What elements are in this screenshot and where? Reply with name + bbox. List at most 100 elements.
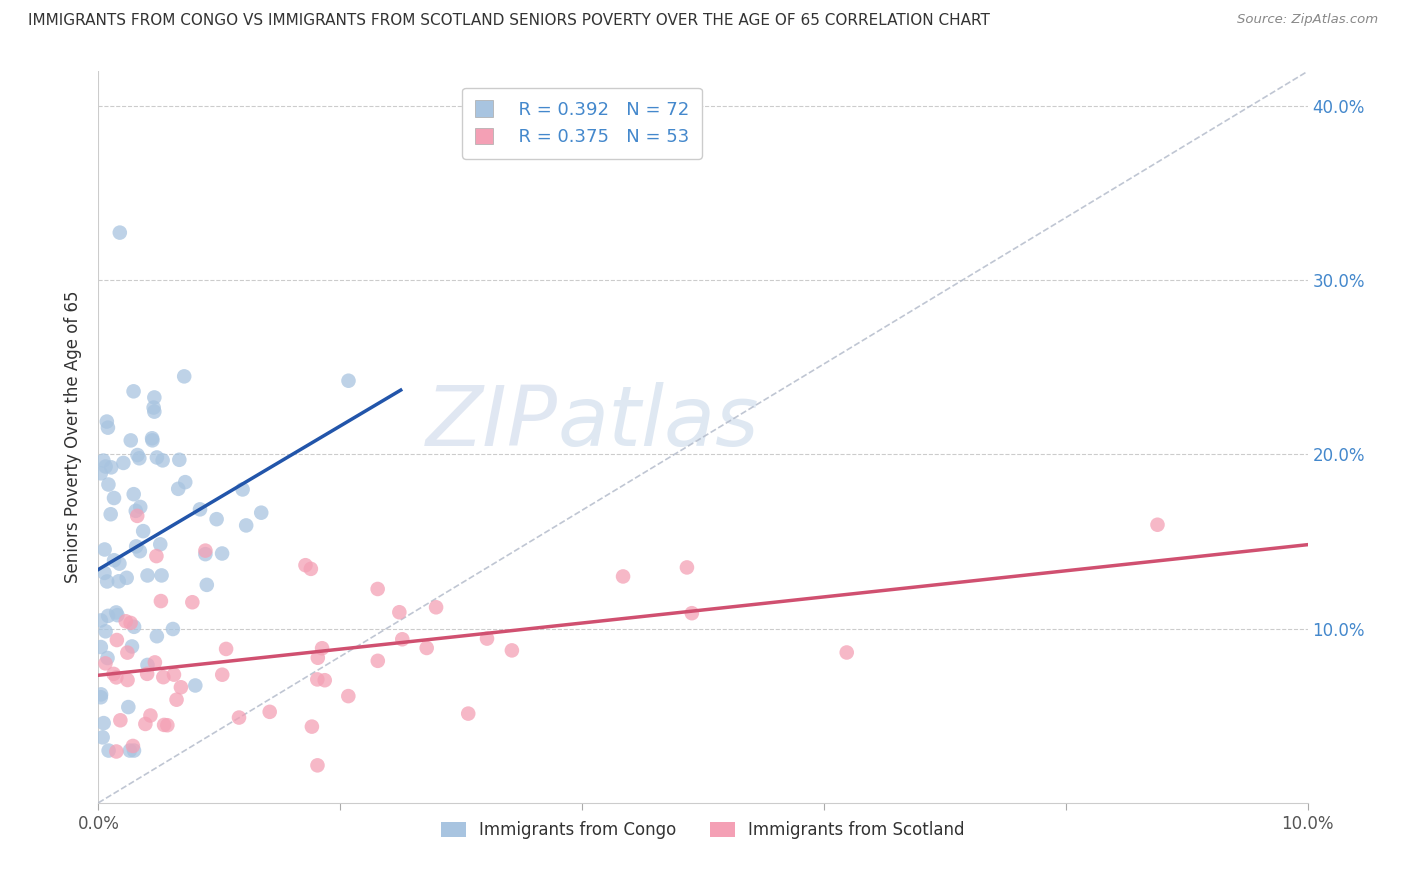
Point — [1146, 517, 1168, 532]
Text: atlas: atlas — [558, 382, 759, 463]
Point — [128, 451, 150, 466]
Point — [143, 404, 166, 418]
Point — [205, 512, 228, 526]
Point — [195, 578, 218, 592]
Point — [307, 673, 329, 687]
Point — [232, 483, 254, 497]
Point — [301, 720, 323, 734]
Point — [93, 716, 115, 731]
Point — [96, 574, 118, 589]
Point — [100, 508, 122, 522]
Point — [121, 640, 143, 654]
Legend: Immigrants from Congo, Immigrants from Scotland: Immigrants from Congo, Immigrants from S… — [434, 814, 972, 846]
Point — [835, 645, 858, 659]
Point — [94, 624, 117, 639]
Point — [676, 560, 699, 574]
Point — [107, 608, 129, 623]
Point — [314, 673, 336, 688]
Point — [125, 504, 148, 518]
Point — [117, 700, 139, 714]
Point — [194, 543, 217, 558]
Point — [173, 369, 195, 384]
Point — [90, 690, 112, 705]
Point — [388, 605, 411, 619]
Point — [112, 456, 135, 470]
Point — [311, 641, 333, 656]
Point — [215, 642, 238, 657]
Point — [134, 717, 156, 731]
Point — [103, 666, 125, 681]
Point — [136, 657, 159, 672]
Point — [90, 640, 112, 654]
Point — [166, 692, 188, 706]
Point — [294, 558, 316, 573]
Point — [152, 453, 174, 467]
Point — [120, 615, 142, 630]
Point — [156, 718, 179, 732]
Point — [118, 743, 141, 757]
Point — [90, 467, 112, 481]
Point — [122, 620, 145, 634]
Point — [194, 547, 217, 561]
Point — [97, 608, 120, 623]
Point — [153, 718, 176, 732]
Point — [127, 508, 149, 523]
Point — [425, 600, 447, 615]
Point — [94, 657, 117, 671]
Point — [211, 667, 233, 681]
Point — [115, 571, 138, 585]
Point — [299, 562, 322, 576]
Point — [103, 491, 125, 505]
Point — [211, 547, 233, 561]
Point — [105, 606, 128, 620]
Point — [117, 646, 139, 660]
Point — [188, 502, 211, 516]
Point — [415, 640, 437, 655]
Point — [94, 459, 117, 474]
Point — [612, 569, 634, 583]
Point — [105, 670, 128, 684]
Point — [145, 549, 167, 563]
Point — [93, 566, 115, 580]
Point — [97, 420, 120, 434]
Point — [143, 391, 166, 405]
Point — [103, 553, 125, 567]
Point — [97, 477, 120, 491]
Point — [146, 450, 169, 465]
Point — [141, 434, 163, 448]
Point — [146, 629, 169, 643]
Point — [90, 614, 112, 628]
Point — [681, 606, 703, 620]
Point — [117, 673, 139, 687]
Point — [250, 506, 273, 520]
Point — [120, 434, 142, 448]
Point — [136, 568, 159, 582]
Point — [107, 574, 129, 589]
Point — [184, 678, 207, 692]
Point — [141, 431, 163, 445]
Point — [110, 713, 132, 727]
Point — [457, 706, 479, 721]
Point — [228, 710, 250, 724]
Point — [122, 487, 145, 501]
Point — [367, 654, 389, 668]
Point — [125, 540, 148, 554]
Point — [122, 743, 145, 757]
Text: Source: ZipAtlas.com: Source: ZipAtlas.com — [1237, 13, 1378, 27]
Y-axis label: Seniors Poverty Over the Age of 65: Seniors Poverty Over the Age of 65 — [65, 291, 83, 583]
Point — [174, 475, 197, 490]
Point — [105, 744, 128, 758]
Point — [307, 758, 329, 772]
Point — [142, 401, 165, 415]
Point — [97, 743, 120, 757]
Point — [475, 632, 498, 646]
Point — [337, 374, 360, 388]
Point — [93, 542, 115, 557]
Point — [129, 500, 152, 514]
Point — [235, 518, 257, 533]
Point — [108, 557, 131, 571]
Point — [122, 739, 145, 753]
Point — [391, 632, 413, 647]
Point — [149, 594, 172, 608]
Point — [122, 384, 145, 399]
